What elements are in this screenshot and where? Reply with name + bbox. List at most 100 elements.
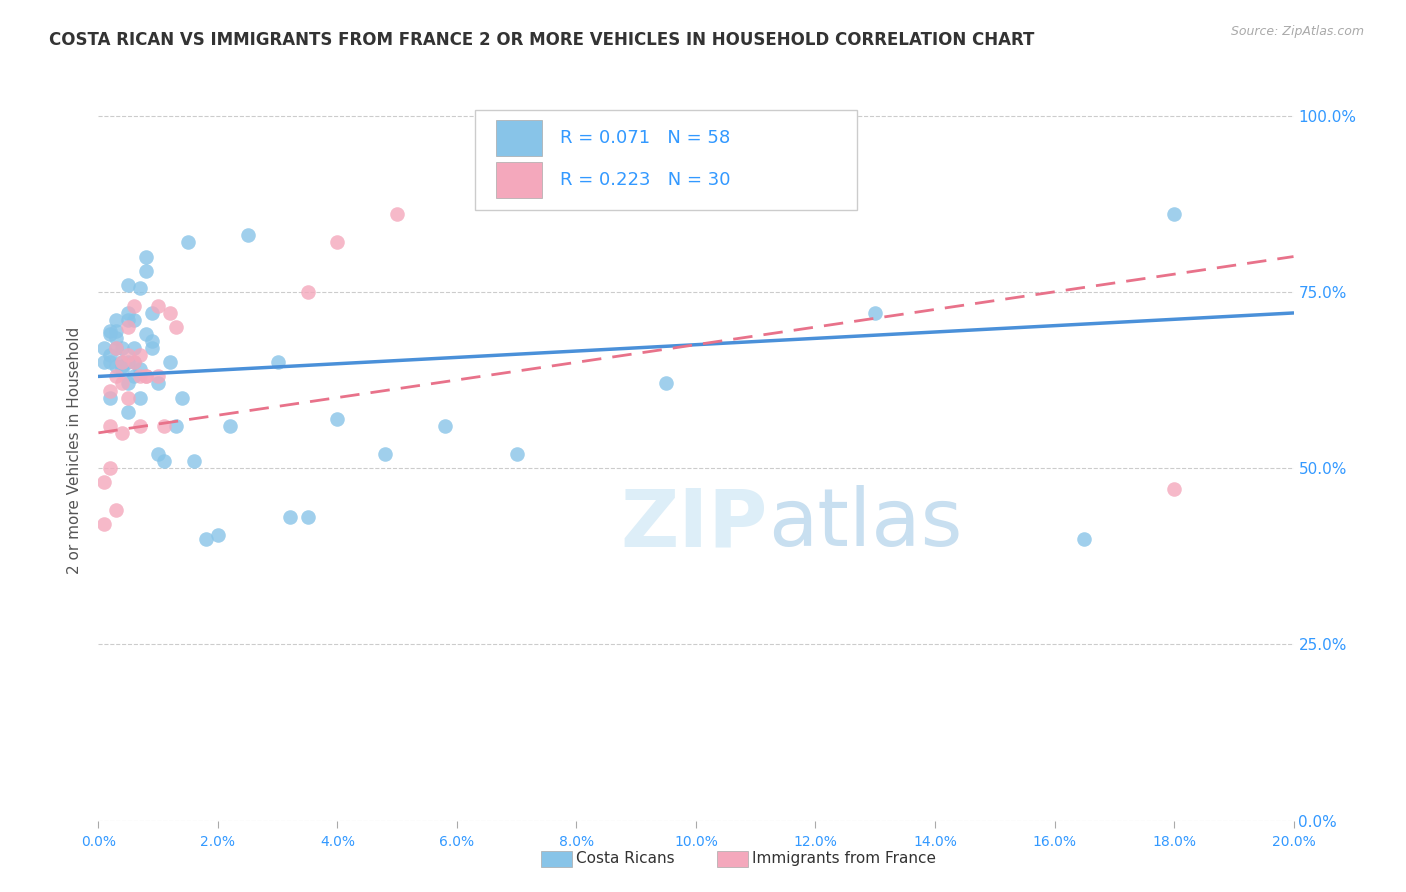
Point bbox=[374, 447, 396, 461]
Point bbox=[93, 517, 115, 532]
Point bbox=[124, 355, 146, 369]
Point bbox=[124, 355, 146, 369]
Text: COSTA RICAN VS IMMIGRANTS FROM FRANCE 2 OR MORE VEHICLES IN HOUSEHOLD CORRELATIO: COSTA RICAN VS IMMIGRANTS FROM FRANCE 2 … bbox=[49, 31, 1035, 49]
Point bbox=[434, 418, 457, 433]
Point bbox=[135, 369, 157, 384]
Point bbox=[135, 263, 157, 277]
Point bbox=[111, 355, 134, 369]
Point bbox=[124, 313, 146, 327]
Point bbox=[105, 341, 128, 355]
Point bbox=[385, 207, 409, 221]
Point bbox=[159, 306, 181, 320]
Point bbox=[506, 447, 529, 461]
Point bbox=[117, 320, 139, 334]
Point bbox=[111, 376, 134, 391]
Point bbox=[117, 405, 139, 419]
Point bbox=[278, 510, 301, 524]
Point bbox=[1163, 482, 1185, 496]
Bar bbox=[496, 120, 541, 156]
Text: Costa Ricans: Costa Ricans bbox=[576, 852, 675, 866]
Point bbox=[297, 510, 319, 524]
Point bbox=[111, 359, 134, 373]
Point bbox=[98, 355, 122, 369]
Point bbox=[105, 324, 128, 338]
Point bbox=[117, 355, 139, 369]
Point bbox=[236, 228, 259, 243]
Text: Immigrants from France: Immigrants from France bbox=[752, 852, 936, 866]
Point bbox=[129, 362, 152, 376]
Point bbox=[207, 528, 229, 542]
Y-axis label: 2 or more Vehicles in Household: 2 or more Vehicles in Household bbox=[67, 326, 83, 574]
Point bbox=[117, 376, 139, 391]
Text: R = 0.071   N = 58: R = 0.071 N = 58 bbox=[560, 129, 730, 147]
Point bbox=[326, 235, 349, 250]
Point bbox=[105, 503, 128, 517]
Point bbox=[159, 355, 181, 369]
Point bbox=[165, 320, 187, 334]
Point bbox=[148, 299, 170, 313]
Point bbox=[135, 250, 157, 264]
Point bbox=[105, 369, 128, 384]
Point bbox=[865, 306, 887, 320]
Point bbox=[148, 369, 170, 384]
Point bbox=[98, 461, 122, 475]
Point bbox=[267, 355, 290, 369]
Point bbox=[1163, 207, 1185, 221]
Point bbox=[105, 359, 128, 373]
Point bbox=[111, 362, 134, 376]
Point bbox=[129, 369, 152, 384]
Point bbox=[93, 355, 115, 369]
Point bbox=[117, 277, 139, 292]
Point bbox=[148, 447, 170, 461]
Text: ZIP: ZIP bbox=[620, 485, 768, 564]
Text: R = 0.223   N = 30: R = 0.223 N = 30 bbox=[560, 171, 730, 189]
Text: Source: ZipAtlas.com: Source: ZipAtlas.com bbox=[1230, 25, 1364, 38]
Point bbox=[219, 418, 242, 433]
Point bbox=[111, 341, 134, 355]
Point bbox=[1073, 532, 1095, 546]
Point bbox=[129, 281, 152, 295]
Point bbox=[98, 391, 122, 405]
Point bbox=[655, 376, 678, 391]
Point bbox=[111, 355, 134, 369]
Point bbox=[135, 327, 157, 342]
Bar bbox=[496, 162, 541, 198]
Point bbox=[105, 331, 128, 345]
Point bbox=[153, 418, 176, 433]
Point bbox=[117, 313, 139, 327]
Point bbox=[98, 348, 122, 362]
Point bbox=[297, 285, 319, 299]
Point bbox=[141, 334, 163, 348]
Point bbox=[93, 341, 115, 355]
Point bbox=[141, 306, 163, 320]
Point bbox=[135, 369, 157, 384]
Point bbox=[148, 376, 170, 391]
Point bbox=[98, 418, 122, 433]
Point bbox=[141, 341, 163, 355]
Point bbox=[183, 454, 205, 468]
Point bbox=[93, 475, 115, 490]
Point bbox=[117, 391, 139, 405]
Point bbox=[117, 348, 139, 362]
Point bbox=[153, 454, 176, 468]
Point bbox=[117, 306, 139, 320]
Point bbox=[98, 324, 122, 338]
Point bbox=[129, 391, 152, 405]
Point bbox=[326, 411, 349, 425]
Point bbox=[129, 418, 152, 433]
Point bbox=[177, 235, 200, 250]
Text: atlas: atlas bbox=[768, 485, 962, 564]
Point bbox=[124, 341, 146, 355]
Point bbox=[98, 327, 122, 342]
Point bbox=[124, 299, 146, 313]
Point bbox=[98, 384, 122, 398]
Point bbox=[111, 425, 134, 440]
Point bbox=[165, 418, 187, 433]
FancyBboxPatch shape bbox=[475, 110, 858, 210]
Point bbox=[195, 532, 218, 546]
Point bbox=[124, 369, 146, 384]
Point bbox=[105, 341, 128, 355]
Point bbox=[129, 348, 152, 362]
Point bbox=[172, 391, 194, 405]
Point bbox=[105, 313, 128, 327]
